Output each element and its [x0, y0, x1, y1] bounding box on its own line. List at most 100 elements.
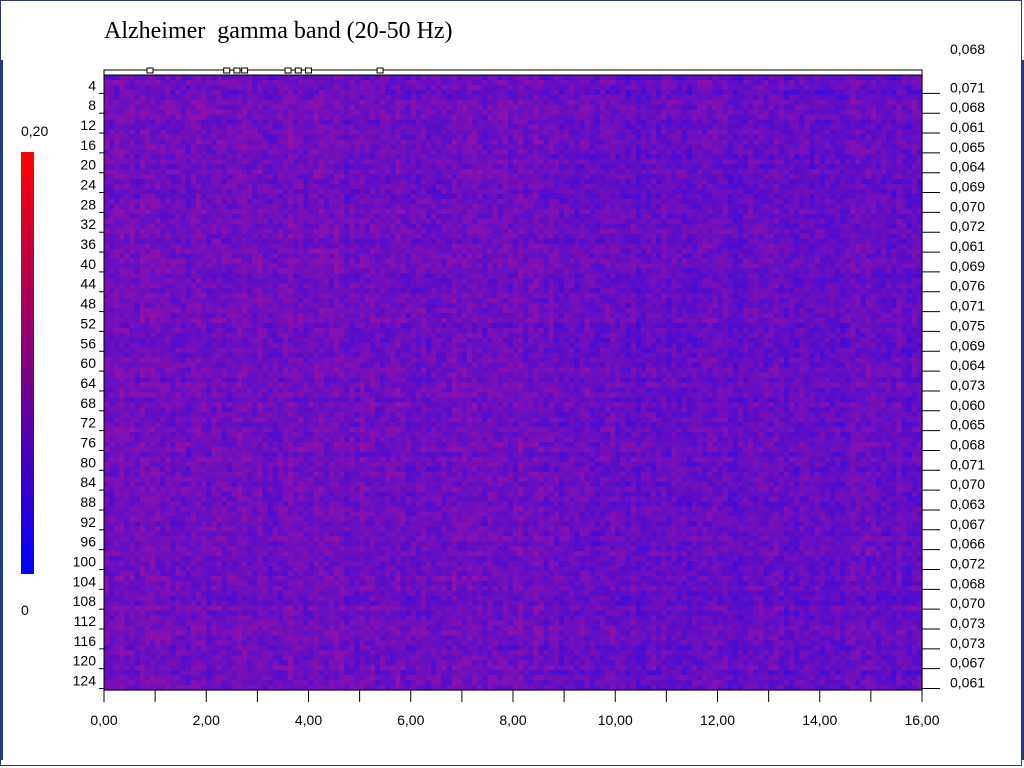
heatmap-cell: [257, 179, 264, 185]
heatmap-cell: [697, 169, 703, 175]
heatmap-cell: [185, 184, 192, 190]
heatmap-cell: [211, 174, 218, 180]
heatmap-cell: [804, 189, 811, 195]
heatmap-cell: [160, 228, 166, 235]
heatmap-cell: [456, 139, 463, 146]
heatmap-cell: [185, 169, 192, 175]
heatmap-cell: [323, 144, 330, 150]
heatmap-cell: [589, 169, 596, 175]
heatmap-cell: [569, 139, 575, 146]
heatmap-cell: [405, 109, 412, 116]
heatmap-cell: [323, 99, 330, 106]
heatmap-cell: [441, 124, 448, 131]
heatmap-cell: [436, 84, 443, 91]
heatmap-cell: [242, 208, 248, 215]
heatmap-cell: [594, 154, 601, 160]
heatmap-cell: [911, 89, 918, 96]
heatmap-cell: [599, 223, 606, 230]
heatmap-cell: [615, 198, 621, 205]
heatmap-cell: [451, 109, 458, 116]
heatmap-cell: [630, 144, 637, 150]
heatmap-cell: [456, 194, 463, 200]
heatmap-cell: [901, 203, 908, 210]
heatmap-cell: [875, 89, 882, 96]
heatmap-cell: [461, 198, 468, 205]
heatmap-cell: [461, 79, 468, 86]
heatmap-cell: [349, 144, 356, 150]
heatmap-cell: [896, 119, 903, 126]
heatmap-cell: [763, 134, 770, 141]
heatmap-cell: [916, 218, 923, 225]
heatmap-cell: [236, 164, 243, 170]
heatmap-cell: [252, 189, 258, 195]
heatmap-cell: [835, 184, 841, 190]
heatmap-cell: [334, 134, 340, 141]
heatmap-cell: [405, 149, 412, 155]
heatmap-cell: [860, 159, 867, 165]
heatmap-cell: [395, 124, 402, 131]
heatmap-cell: [691, 179, 698, 185]
heatmap-cell: [119, 84, 126, 91]
heatmap-cell: [528, 194, 535, 200]
heatmap-cell: [323, 164, 330, 170]
heatmap-cell: [313, 84, 320, 91]
heatmap-cell: [651, 89, 657, 96]
heatmap-cell: [584, 84, 591, 91]
heatmap-cell: [288, 89, 294, 96]
heatmap-cell: [599, 213, 606, 220]
heatmap-cell: [518, 194, 524, 200]
heatmap-cell: [610, 75, 616, 81]
heatmap-cell: [477, 169, 483, 175]
heatmap-cell: [656, 109, 662, 116]
heatmap-cell: [466, 223, 473, 230]
heatmap-cell: [640, 94, 647, 101]
heatmap-cell: [697, 134, 703, 141]
heatmap-cell: [870, 99, 877, 106]
heatmap-cell: [175, 169, 182, 175]
heatmap-cell: [850, 104, 857, 111]
heatmap-cell: [221, 218, 228, 225]
heatmap-cell: [139, 203, 146, 210]
heatmap-cell: [840, 94, 846, 101]
heatmap-cell: [487, 114, 494, 121]
heatmap-cell: [681, 213, 688, 220]
heatmap-cell: [359, 203, 366, 210]
heatmap-cell: [380, 89, 386, 96]
heatmap-cell: [630, 164, 637, 170]
heatmap-cell: [528, 84, 535, 91]
heatmap-cell: [502, 129, 509, 136]
heatmap-cell: [155, 79, 161, 86]
heatmap-cell: [282, 104, 289, 111]
heatmap-cell: [645, 179, 652, 185]
heatmap-cell: [477, 154, 483, 160]
heatmap-cell: [676, 75, 683, 81]
heatmap-cell: [502, 89, 509, 96]
heatmap-cell: [201, 114, 207, 121]
heatmap-cell: [799, 75, 806, 81]
heatmap-cell: [865, 154, 872, 160]
heatmap-cell: [651, 213, 657, 220]
heatmap-cell: [666, 139, 673, 146]
heatmap-cell: [487, 84, 494, 91]
heatmap-cell: [395, 89, 402, 96]
heatmap-cell: [313, 154, 320, 160]
heatmap-cell: [446, 149, 453, 155]
heatmap-cell: [436, 159, 443, 165]
heatmap-cell: [722, 129, 729, 136]
heatmap-cell: [282, 179, 289, 185]
heatmap-cell: [477, 109, 483, 116]
heatmap-cell: [865, 159, 872, 165]
heatmap-cell: [282, 189, 289, 195]
heatmap-cell: [824, 194, 831, 200]
heatmap-cell: [405, 189, 412, 195]
heatmap-cell: [569, 159, 575, 165]
heatmap-cell: [916, 159, 923, 165]
heatmap-cell: [640, 194, 647, 200]
heatmap-cell: [916, 164, 923, 170]
heatmap-cell: [697, 223, 703, 230]
heatmap-cell: [850, 223, 857, 230]
heatmap-cell: [175, 89, 182, 96]
heatmap-cell: [850, 218, 857, 225]
heatmap-cell: [855, 119, 862, 126]
heatmap-cell: [875, 174, 882, 180]
